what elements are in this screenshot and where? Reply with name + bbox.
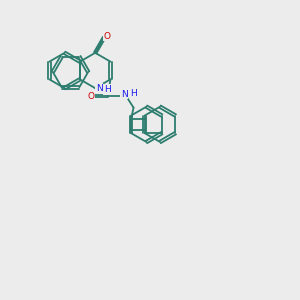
Text: O: O — [87, 92, 94, 100]
Text: N: N — [96, 84, 102, 93]
Text: O: O — [103, 32, 110, 40]
Text: N: N — [121, 90, 128, 99]
Text: H: H — [104, 85, 111, 94]
Text: H: H — [130, 89, 136, 98]
